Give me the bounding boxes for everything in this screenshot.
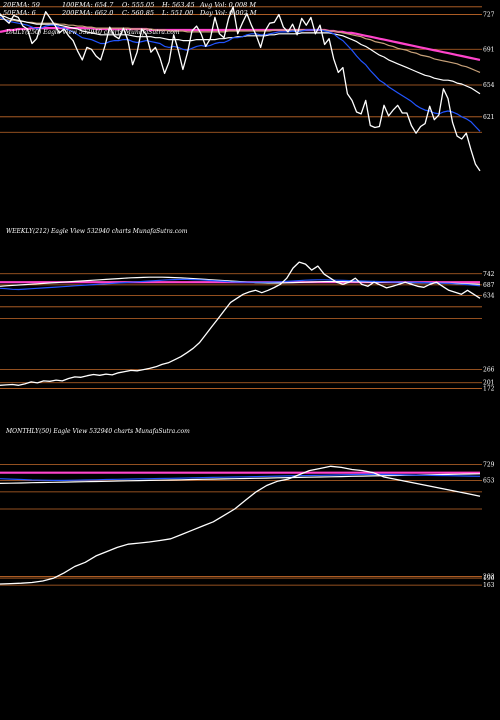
daily-y-tick-label: 621 xyxy=(483,114,494,121)
monthly-y-tick-label: 729 xyxy=(483,461,495,468)
header-high: H: 563.45 xyxy=(161,1,195,9)
header-open: O: 555.05 xyxy=(122,1,154,9)
header-close: C: 560.85 xyxy=(122,9,154,17)
daily-title: DAILY(250) Eagle View 532940 charts Muna… xyxy=(5,29,180,36)
header-day-vol: Day Vol: 0.002 M xyxy=(199,9,257,17)
weekly-y-tick-label: 266 xyxy=(483,367,495,374)
header-ema20: 20EMA: 59 xyxy=(2,1,40,9)
daily-y-tick-label: 727 xyxy=(483,12,495,19)
header-avg-vol: Avg Vol: 0.008 M xyxy=(199,1,256,9)
daily-y-tick-label: 691 xyxy=(483,46,494,53)
weekly-y-tick-label: 687 xyxy=(483,282,495,289)
weekly-y-tick-label: 172 xyxy=(483,386,495,393)
header-ema50: 50EMA: 6 xyxy=(3,9,36,17)
monthly-y-tick-label: 196 xyxy=(483,575,495,582)
monthly-title: MONTHLY(50) Eagle View 532940 charts Mun… xyxy=(5,428,190,435)
header-ema100: 100EMA: 654.7 xyxy=(62,1,114,9)
weekly-y-tick-label: 634 xyxy=(483,293,495,300)
daily-y-tick-label: 654 xyxy=(483,82,495,89)
header-low: L: 551.00 xyxy=(161,9,193,17)
header-ema200: 200EMA: 662.0 xyxy=(61,9,113,17)
header-line-2: 50EMA: 6 200EMA: 662.0 C: 560.85 L: 551.… xyxy=(3,9,257,17)
header-line-1: 20EMA: 59 100EMA: 654.7 O: 555.05 H: 563… xyxy=(2,1,256,9)
monthly-price-line xyxy=(0,466,480,584)
weekly-title: WEEKLY(212) Eagle View 532940 charts Mun… xyxy=(6,228,188,235)
monthly-y-tick-label: 653 xyxy=(483,478,495,485)
monthly-y-tick-label: 163 xyxy=(483,582,495,589)
weekly-y-tick-label: 742 xyxy=(483,271,495,278)
weekly-price-line xyxy=(0,262,480,385)
monthly-ema20-line xyxy=(0,474,480,480)
